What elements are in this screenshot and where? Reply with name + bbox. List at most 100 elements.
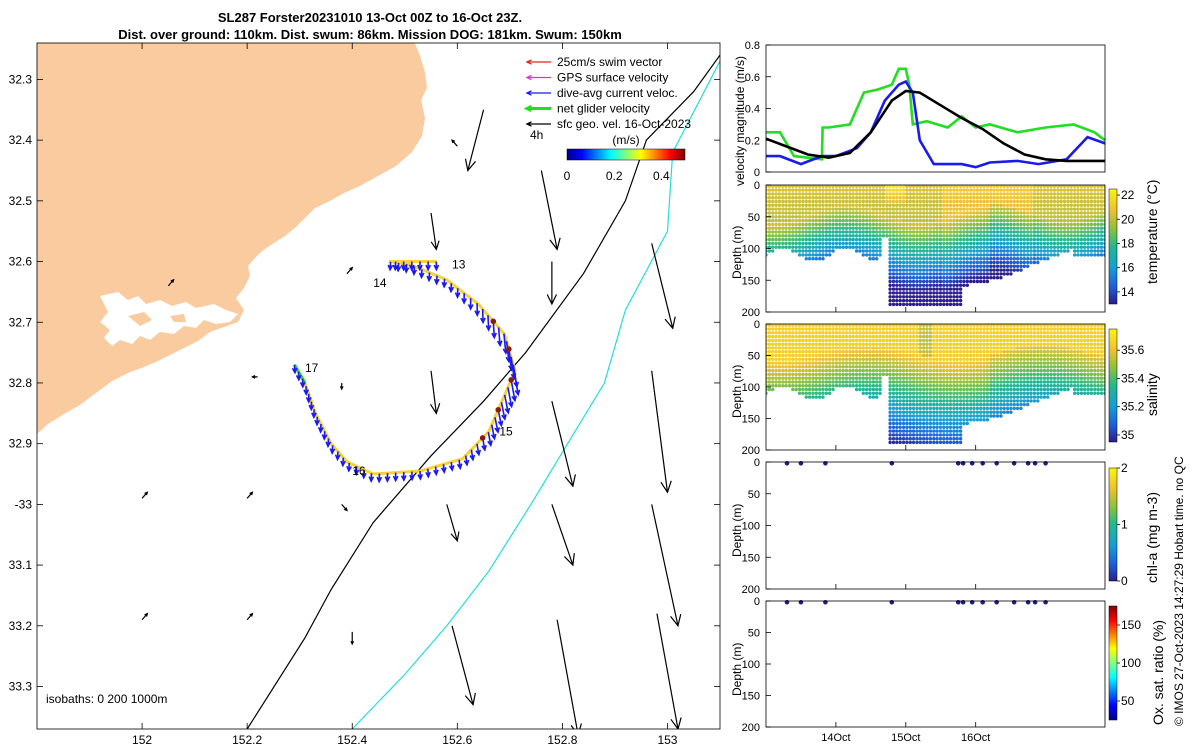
- temp-dot: [878, 192, 882, 196]
- day-label: 15: [499, 425, 513, 439]
- temp-dot: [895, 287, 899, 291]
- temp-dot: [898, 291, 902, 295]
- sal-dot: [905, 324, 909, 327]
- dive-current-arrow: [360, 469, 367, 480]
- temp-dot: [891, 260, 896, 265]
- sal-dot: [844, 384, 849, 388]
- arrow-head: [564, 553, 575, 567]
- temp-dot: [898, 287, 902, 291]
- temp-dot: [771, 241, 775, 246]
- sal-dot: [1036, 387, 1040, 392]
- temp-dot: [995, 260, 1000, 265]
- temp-dot: [1042, 234, 1047, 238]
- temp-dot: [1046, 192, 1050, 196]
- temp-dot: [1012, 188, 1016, 192]
- temp-dot: [1083, 196, 1087, 200]
- temp-dot: [925, 302, 929, 307]
- temp-dot: [1066, 218, 1070, 223]
- sal-dot: [767, 376, 772, 380]
- sal-dot: [804, 350, 808, 354]
- sal-dot: [794, 346, 798, 350]
- temp-dot: [928, 279, 933, 284]
- temp-dot: [922, 230, 926, 234]
- temp-dot: [1019, 222, 1023, 227]
- sal-dot: [969, 406, 973, 411]
- sal-dot: [1039, 361, 1043, 365]
- temp-dot: [908, 279, 912, 284]
- sal-dot: [838, 380, 842, 384]
- sal-dot: [922, 338, 926, 343]
- sal-dot: [995, 380, 1000, 384]
- sal-dot: [797, 368, 802, 373]
- sal-dot: [818, 368, 822, 373]
- temp-dot: [1103, 234, 1105, 238]
- sal-dot: [1089, 380, 1094, 384]
- temp-dot: [958, 241, 963, 246]
- sal-dot: [969, 391, 973, 395]
- temp-dot: [999, 272, 1003, 276]
- temp-dot: [975, 215, 980, 219]
- sal-dot: [888, 433, 892, 437]
- temp-dot: [938, 276, 943, 280]
- temp-dot: [1022, 230, 1026, 234]
- temp-dot: [948, 241, 953, 246]
- sal-dot: [1026, 357, 1030, 361]
- temp-dot: [891, 234, 896, 238]
- temp-dot: [1029, 188, 1033, 192]
- sal-dot: [928, 365, 933, 369]
- sal-dot: [824, 380, 829, 384]
- temp-dot: [945, 287, 949, 291]
- sal-dot: [935, 414, 939, 418]
- sal-dot: [814, 334, 818, 339]
- sal-dot: [861, 376, 865, 380]
- sal-dot: [989, 353, 993, 358]
- temp-dot: [834, 188, 839, 192]
- temp-dot: [1079, 249, 1084, 253]
- temp-dot: [1029, 253, 1033, 257]
- sal-dot: [942, 384, 946, 388]
- sal-dot: [935, 387, 939, 392]
- sal-dot: [771, 324, 775, 327]
- sal-dot: [989, 327, 993, 331]
- temp-dot: [958, 222, 963, 227]
- sal-dot: [811, 372, 815, 377]
- temp-dot: [962, 226, 966, 230]
- sal-dot: [838, 327, 842, 331]
- sal-dot: [807, 395, 812, 399]
- sal-dot: [865, 342, 869, 346]
- sal-dot: [972, 384, 976, 388]
- temp-dot: [915, 203, 919, 207]
- temp-dot: [972, 226, 976, 230]
- sal-dot: [908, 410, 912, 414]
- temp-dot: [905, 241, 909, 246]
- temp-dot: [871, 192, 876, 196]
- sal-dot: [875, 334, 879, 339]
- temp-dot: [1099, 253, 1104, 257]
- sal-dot: [1039, 346, 1043, 350]
- sal-dot: [831, 334, 835, 339]
- temp-dot: [895, 207, 899, 211]
- sal-dot: [969, 327, 973, 331]
- temp-dot: [982, 249, 986, 253]
- sal-dot: [807, 372, 812, 377]
- sal-dot: [881, 342, 886, 346]
- temp-dot: [1036, 234, 1040, 238]
- sal-dot: [844, 331, 849, 335]
- temp-dot: [818, 245, 822, 249]
- temp-dot: [995, 237, 1000, 242]
- temp-dot: [938, 196, 943, 200]
- sal-dot: [908, 353, 912, 358]
- sal-dot: [901, 421, 906, 426]
- geo-velocity-arrow: [651, 370, 672, 494]
- temp-dot: [787, 241, 792, 246]
- temp-dot: [985, 196, 990, 200]
- sal-dot: [999, 391, 1003, 395]
- velocity-panel: 00.20.40.60.8: [745, 40, 1106, 179]
- temp-dot: [895, 211, 899, 215]
- temp-dot: [1089, 192, 1094, 196]
- temp-dot: [958, 215, 963, 219]
- temp-dot: [1086, 241, 1090, 246]
- temp-dot: [985, 230, 990, 234]
- temp-dot: [1036, 218, 1040, 223]
- temp-dot: [854, 241, 859, 246]
